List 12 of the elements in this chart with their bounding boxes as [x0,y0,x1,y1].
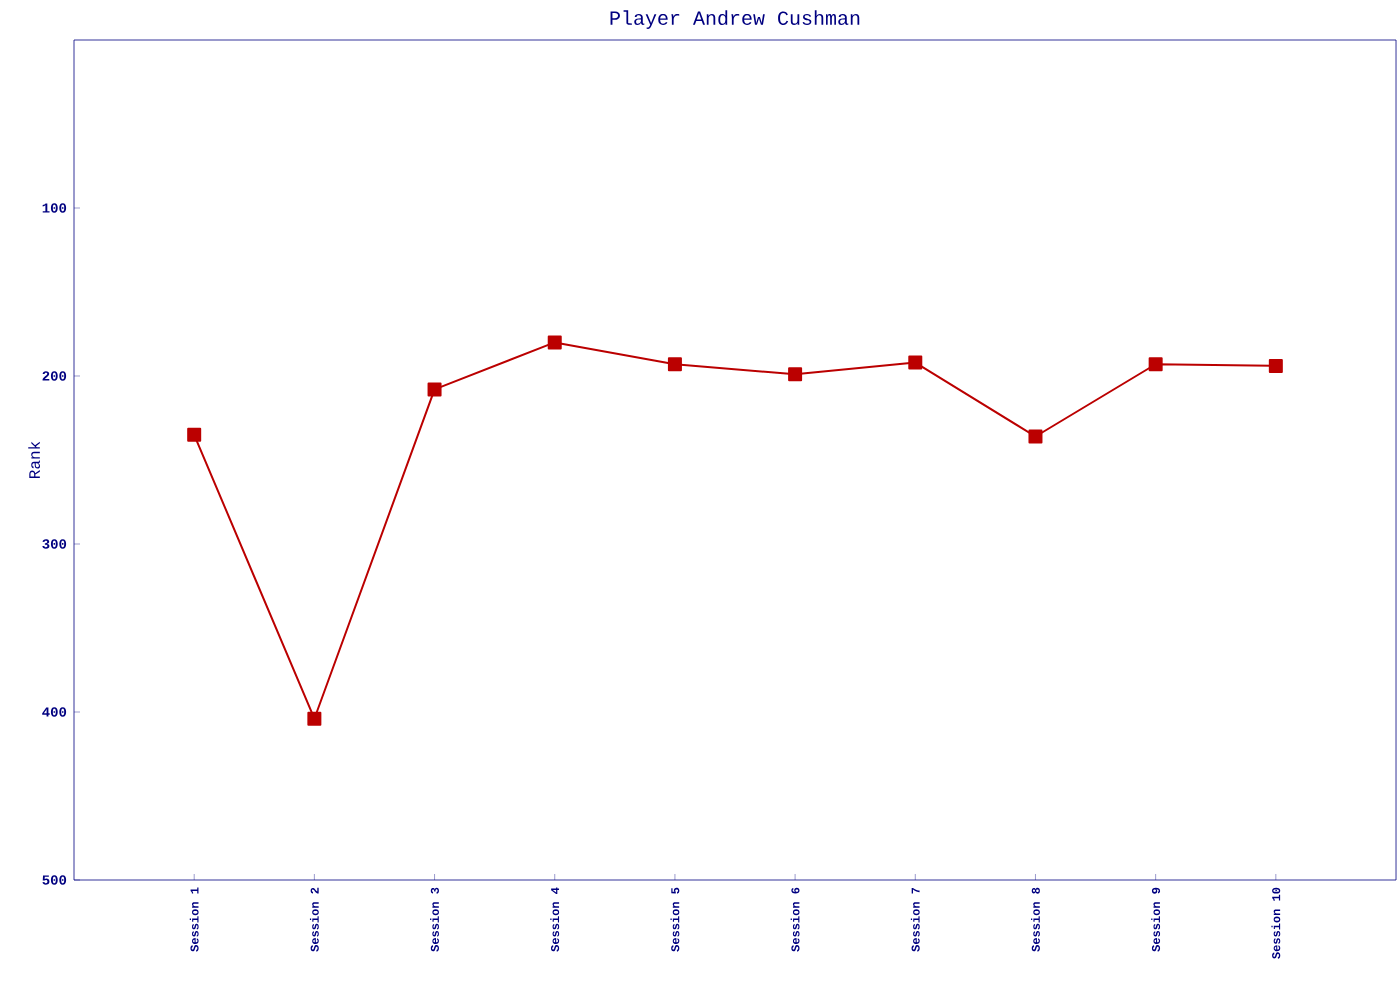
point [667,357,682,372]
point [307,711,322,726]
point [788,367,803,382]
chart-title: Player Andrew Cushman [610,10,860,29]
point [1028,429,1043,444]
point [187,427,202,442]
point [427,382,442,397]
point [1148,357,1163,372]
y-axis-title: Rank [28,441,40,478]
point [908,355,923,370]
point [547,335,562,350]
point [1268,358,1283,373]
